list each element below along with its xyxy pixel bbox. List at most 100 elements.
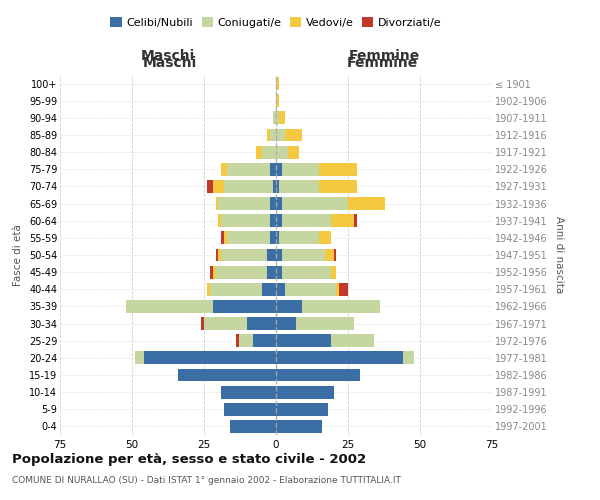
Bar (276, 77, 279, 90)
Bar (279, 112, 284, 124)
Bar (218, 197, 270, 210)
Bar (230, 420, 276, 433)
Bar (276, 266, 282, 278)
Bar (247, 317, 276, 330)
Bar (126, 300, 212, 313)
Bar (270, 128, 276, 141)
Bar (204, 317, 247, 330)
Bar (221, 386, 276, 398)
Bar (331, 266, 337, 278)
Bar (284, 283, 337, 296)
Bar (207, 180, 212, 193)
Bar (262, 146, 276, 158)
Bar (224, 403, 276, 415)
Bar (284, 128, 302, 141)
Bar (201, 317, 204, 330)
Bar (279, 180, 319, 193)
Bar (268, 128, 270, 141)
Bar (210, 283, 262, 296)
Bar (215, 248, 218, 262)
Y-axis label: Anni di nascita: Anni di nascita (554, 216, 565, 294)
Bar (276, 420, 322, 433)
Bar (268, 248, 276, 262)
Bar (276, 300, 302, 313)
Bar (403, 352, 414, 364)
Bar (215, 197, 218, 210)
Bar (227, 163, 270, 175)
Bar (302, 300, 380, 313)
Bar (319, 180, 356, 193)
Bar (207, 283, 210, 296)
Bar (337, 283, 340, 296)
Bar (178, 368, 276, 382)
Bar (296, 317, 354, 330)
Bar (282, 266, 331, 278)
Bar (270, 197, 276, 210)
Bar (276, 334, 331, 347)
Bar (331, 214, 354, 227)
Bar (276, 112, 279, 124)
Bar (340, 283, 348, 296)
Bar (354, 214, 356, 227)
Bar (212, 180, 224, 193)
Bar (319, 232, 331, 244)
Text: Femmine: Femmine (347, 56, 418, 70)
Bar (212, 300, 276, 313)
Bar (282, 214, 331, 227)
Bar (273, 180, 276, 193)
Bar (276, 163, 282, 175)
Bar (319, 163, 356, 175)
Bar (135, 352, 143, 364)
Bar (224, 180, 273, 193)
Bar (282, 163, 319, 175)
Bar (276, 352, 403, 364)
Bar (270, 214, 276, 227)
Bar (276, 128, 284, 141)
Bar (276, 197, 282, 210)
Bar (276, 214, 282, 227)
Bar (224, 232, 227, 244)
Bar (348, 197, 385, 210)
Y-axis label: Fasce di età: Fasce di età (13, 224, 23, 286)
Bar (325, 248, 334, 262)
Text: Popolazione per età, sesso e stato civile - 2002: Popolazione per età, sesso e stato civil… (12, 452, 366, 466)
Bar (268, 266, 276, 278)
Bar (256, 146, 262, 158)
Bar (276, 403, 328, 415)
Bar (270, 163, 276, 175)
Bar (331, 334, 374, 347)
Bar (276, 94, 279, 107)
Bar (282, 197, 348, 210)
Bar (143, 352, 276, 364)
Bar (273, 112, 276, 124)
Bar (334, 248, 337, 262)
Bar (212, 266, 215, 278)
Bar (262, 283, 276, 296)
Bar (210, 266, 212, 278)
Bar (253, 334, 276, 347)
Bar (221, 248, 268, 262)
Bar (276, 146, 287, 158)
Bar (221, 214, 270, 227)
Bar (276, 232, 279, 244)
Bar (218, 248, 221, 262)
Bar (221, 163, 227, 175)
Bar (276, 317, 296, 330)
Text: Maschi: Maschi (141, 48, 195, 62)
Bar (270, 232, 276, 244)
Text: Maschi: Maschi (142, 56, 197, 70)
Text: COMUNE DI NURALLAO (SU) - Dati ISTAT 1° gennaio 2002 - Elaborazione TUTTITALIA.I: COMUNE DI NURALLAO (SU) - Dati ISTAT 1° … (12, 476, 401, 485)
Bar (276, 368, 359, 382)
Bar (227, 232, 270, 244)
Bar (276, 386, 334, 398)
Bar (239, 334, 253, 347)
Legend: Celibi/Nubili, Coniugati/e, Vedovi/e, Divorziati/e: Celibi/Nubili, Coniugati/e, Vedovi/e, Di… (106, 13, 446, 32)
Bar (282, 248, 325, 262)
Bar (276, 180, 279, 193)
Text: Femmine: Femmine (349, 48, 419, 62)
Bar (276, 283, 284, 296)
Bar (279, 232, 319, 244)
Bar (221, 232, 224, 244)
Bar (236, 334, 239, 347)
Bar (276, 248, 282, 262)
